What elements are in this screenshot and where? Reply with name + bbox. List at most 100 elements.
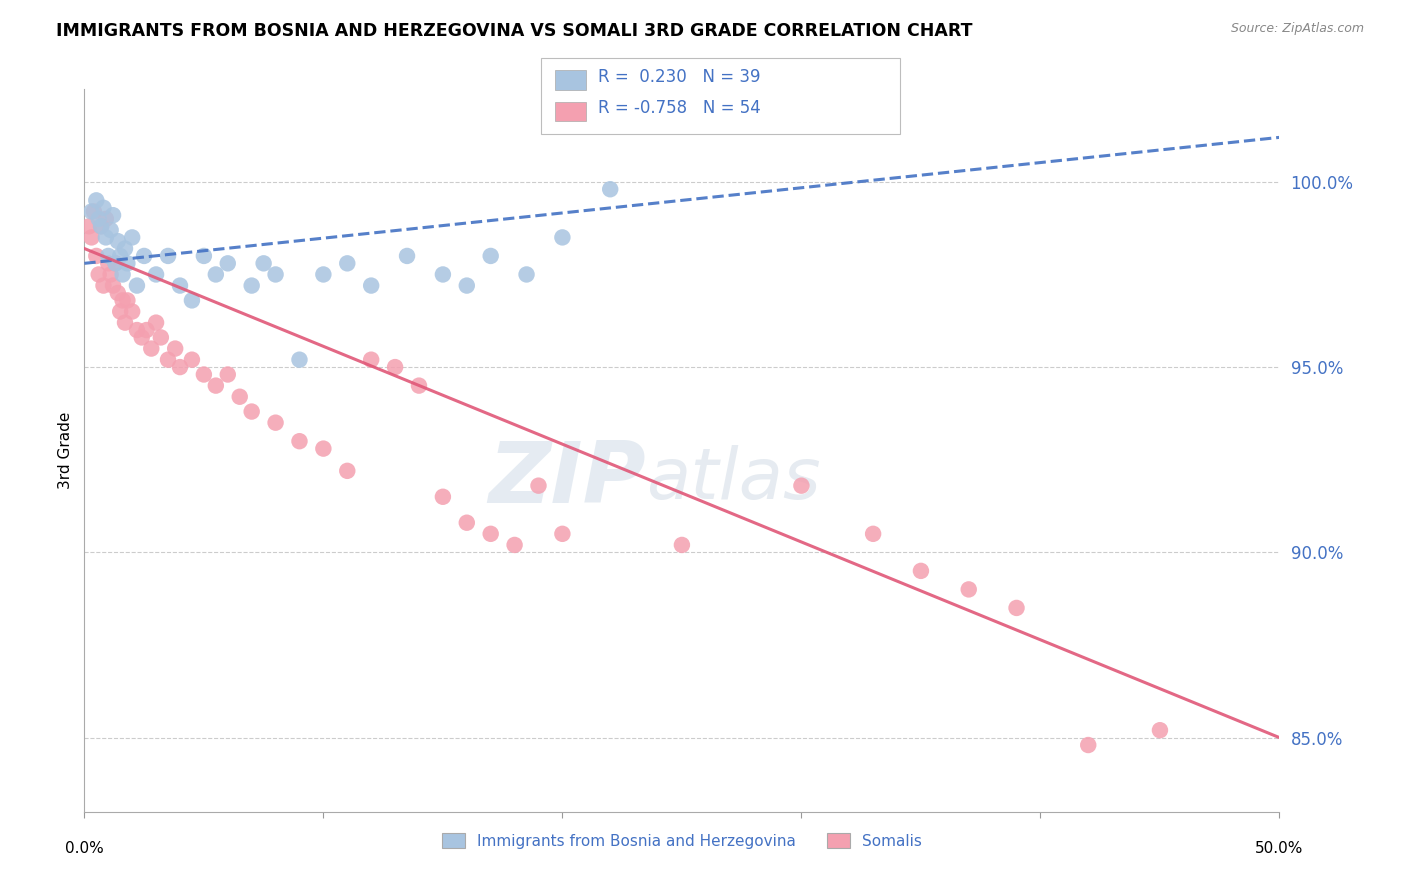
Point: [288, 434, 311, 449]
Point: [790, 478, 813, 492]
Point: [336, 464, 359, 478]
Point: [408, 378, 430, 392]
Point: [516, 268, 538, 282]
Point: [957, 582, 980, 597]
Point: [217, 256, 239, 270]
Point: [135, 323, 157, 337]
Point: [181, 352, 204, 367]
Point: [157, 249, 180, 263]
Point: [80, 204, 103, 219]
Point: [599, 182, 621, 196]
Point: [671, 538, 693, 552]
Point: [90, 219, 112, 234]
Point: [479, 526, 502, 541]
Point: [217, 368, 239, 382]
Point: [149, 330, 172, 344]
Point: [107, 234, 129, 248]
Point: [77, 219, 100, 234]
Point: [145, 268, 167, 282]
Point: [479, 249, 502, 263]
Point: [384, 360, 406, 375]
Point: [253, 256, 276, 270]
Point: [132, 249, 156, 263]
Point: [229, 390, 252, 404]
Point: [80, 230, 103, 244]
Point: [101, 208, 124, 222]
Point: [83, 204, 105, 219]
Point: [527, 478, 550, 492]
Point: [93, 201, 115, 215]
Point: [396, 249, 419, 263]
Point: [551, 526, 574, 541]
Point: [110, 249, 132, 263]
Point: [910, 564, 932, 578]
Point: [551, 230, 574, 244]
Point: [86, 194, 108, 208]
Point: [1077, 738, 1099, 752]
Point: [111, 293, 134, 308]
Text: Source: ZipAtlas.com: Source: ZipAtlas.com: [1230, 22, 1364, 36]
Point: [87, 211, 110, 226]
Point: [169, 360, 191, 375]
Point: [165, 342, 187, 356]
Legend: Immigrants from Bosnia and Herzegovina, Somalis: Immigrants from Bosnia and Herzegovina, …: [436, 827, 928, 855]
Point: [862, 526, 884, 541]
Text: R = -0.758   N = 54: R = -0.758 N = 54: [598, 99, 761, 117]
Point: [205, 378, 228, 392]
Point: [97, 256, 120, 270]
Point: [101, 278, 124, 293]
Point: [114, 242, 136, 256]
Point: [432, 490, 454, 504]
Point: [432, 268, 454, 282]
Point: [503, 538, 526, 552]
Point: [312, 442, 335, 456]
Point: [97, 249, 120, 263]
Point: [107, 285, 129, 300]
Point: [456, 278, 478, 293]
Point: [264, 268, 287, 282]
Point: [240, 278, 263, 293]
Point: [157, 352, 180, 367]
Point: [110, 304, 132, 318]
Text: R =  0.230   N = 39: R = 0.230 N = 39: [598, 68, 761, 86]
Point: [87, 268, 110, 282]
Text: IMMIGRANTS FROM BOSNIA AND HERZEGOVINA VS SOMALI 3RD GRADE CORRELATION CHART: IMMIGRANTS FROM BOSNIA AND HERZEGOVINA V…: [56, 22, 973, 40]
Point: [117, 293, 139, 308]
Point: [121, 230, 143, 244]
Point: [456, 516, 478, 530]
Point: [121, 304, 143, 318]
Point: [360, 352, 382, 367]
Point: [360, 278, 382, 293]
Point: [181, 293, 204, 308]
Point: [141, 342, 163, 356]
Point: [169, 278, 191, 293]
Y-axis label: 3rd Grade: 3rd Grade: [58, 412, 73, 489]
Point: [86, 249, 108, 263]
Point: [205, 268, 228, 282]
Point: [145, 316, 167, 330]
Point: [193, 368, 215, 382]
Text: 0.0%: 0.0%: [65, 841, 104, 856]
Point: [312, 268, 335, 282]
Point: [193, 249, 215, 263]
Point: [264, 416, 287, 430]
Point: [94, 230, 117, 244]
Point: [104, 256, 127, 270]
Point: [117, 256, 139, 270]
Text: ZIP: ZIP: [488, 438, 647, 521]
Point: [288, 352, 311, 367]
Point: [1149, 723, 1171, 738]
Point: [125, 323, 148, 337]
Point: [1005, 601, 1028, 615]
Point: [93, 278, 115, 293]
Point: [114, 316, 136, 330]
Point: [240, 404, 263, 418]
Point: [94, 211, 117, 226]
Point: [90, 219, 112, 234]
Point: [100, 223, 122, 237]
Text: 50.0%: 50.0%: [1256, 841, 1303, 856]
Point: [104, 256, 127, 270]
Point: [336, 256, 359, 270]
Point: [131, 330, 153, 344]
Text: atlas: atlas: [647, 445, 821, 514]
